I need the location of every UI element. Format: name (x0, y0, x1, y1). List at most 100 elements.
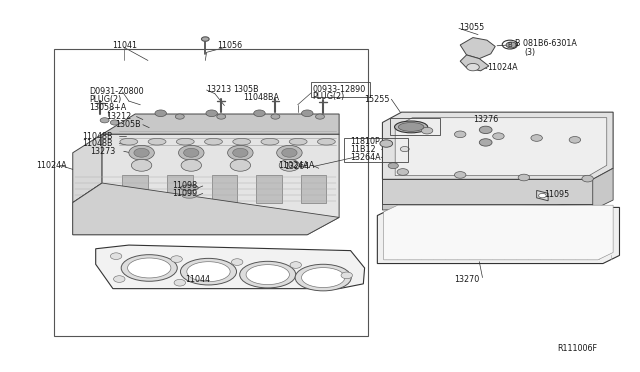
Text: 15255: 15255 (365, 95, 390, 104)
Text: 13264A: 13264A (351, 153, 381, 162)
Circle shape (279, 160, 300, 171)
Polygon shape (383, 112, 613, 179)
Circle shape (316, 114, 324, 119)
Text: D0931-Z0800: D0931-Z0800 (90, 87, 144, 96)
Text: B: B (508, 42, 512, 48)
Text: 13055: 13055 (459, 23, 484, 32)
Circle shape (518, 174, 530, 181)
Circle shape (421, 127, 433, 134)
Polygon shape (167, 175, 193, 203)
Polygon shape (301, 175, 326, 203)
Ellipse shape (148, 138, 166, 145)
Circle shape (467, 63, 479, 71)
Circle shape (232, 259, 243, 265)
Text: 11056: 11056 (217, 41, 242, 50)
Ellipse shape (187, 262, 230, 282)
Ellipse shape (182, 194, 196, 198)
Circle shape (233, 148, 248, 157)
Circle shape (181, 160, 202, 171)
Circle shape (206, 110, 218, 116)
Circle shape (228, 145, 253, 160)
Text: 13273: 13273 (91, 147, 116, 156)
Circle shape (217, 114, 226, 119)
Polygon shape (378, 208, 620, 263)
Polygon shape (96, 245, 365, 289)
Circle shape (253, 110, 265, 116)
Ellipse shape (120, 138, 138, 145)
Circle shape (131, 160, 152, 171)
Circle shape (171, 256, 182, 262)
Bar (390, 118, 440, 135)
Polygon shape (122, 175, 148, 203)
Text: 13264: 13264 (284, 162, 309, 171)
Polygon shape (384, 205, 613, 260)
Polygon shape (212, 175, 237, 203)
Ellipse shape (121, 255, 177, 281)
Text: 00933-12890: 00933-12890 (312, 85, 365, 94)
Circle shape (175, 114, 184, 119)
Polygon shape (537, 190, 548, 201)
Circle shape (479, 139, 492, 146)
Circle shape (400, 147, 409, 152)
Text: 11B12: 11B12 (351, 145, 376, 154)
Text: 11810P: 11810P (351, 137, 380, 146)
Polygon shape (395, 118, 607, 176)
Ellipse shape (180, 259, 237, 285)
Bar (344, 138, 408, 162)
Ellipse shape (301, 267, 345, 288)
Circle shape (301, 110, 313, 116)
Circle shape (582, 175, 593, 182)
Ellipse shape (177, 138, 194, 145)
Circle shape (454, 131, 466, 138)
Circle shape (539, 193, 546, 198)
Circle shape (397, 169, 408, 175)
Ellipse shape (180, 185, 198, 191)
Bar (311, 82, 370, 97)
Ellipse shape (246, 264, 289, 285)
Circle shape (113, 276, 125, 282)
Polygon shape (73, 183, 339, 235)
Circle shape (569, 137, 580, 143)
Circle shape (179, 145, 204, 160)
Circle shape (290, 262, 301, 268)
Circle shape (155, 110, 166, 116)
Text: 11024A: 11024A (36, 161, 67, 170)
Ellipse shape (394, 121, 428, 133)
Ellipse shape (205, 138, 223, 145)
Circle shape (100, 118, 109, 123)
Polygon shape (460, 38, 495, 59)
Ellipse shape (398, 122, 424, 131)
Circle shape (341, 272, 353, 279)
Circle shape (129, 145, 154, 160)
Text: 11098: 11098 (172, 182, 197, 190)
Ellipse shape (261, 138, 279, 145)
Text: 11024A: 11024A (487, 63, 518, 72)
Text: 13276: 13276 (473, 115, 498, 124)
Text: 1305B: 1305B (233, 85, 259, 94)
Text: 11044: 11044 (185, 275, 210, 283)
Text: (3): (3) (524, 48, 535, 57)
Polygon shape (460, 55, 489, 71)
Ellipse shape (295, 264, 351, 291)
Ellipse shape (233, 138, 251, 145)
Ellipse shape (289, 138, 307, 145)
Text: 11041: 11041 (112, 41, 137, 50)
Text: R111006F: R111006F (557, 344, 597, 353)
Text: 13212: 13212 (106, 112, 132, 121)
Circle shape (134, 148, 149, 157)
Text: 11048BA: 11048BA (244, 93, 280, 102)
Text: 11024AA: 11024AA (278, 161, 315, 170)
Circle shape (230, 160, 250, 171)
Circle shape (479, 126, 492, 134)
Text: 11048B: 11048B (83, 132, 113, 141)
Circle shape (174, 279, 186, 286)
Polygon shape (73, 134, 102, 203)
Text: 1305B: 1305B (115, 120, 140, 129)
Ellipse shape (240, 261, 296, 288)
Circle shape (506, 42, 516, 48)
Bar (54, 49, 368, 336)
Circle shape (184, 148, 199, 157)
Text: 13213: 13213 (207, 85, 232, 94)
Text: 13270: 13270 (454, 275, 479, 283)
Text: PLUG(2): PLUG(2) (312, 92, 344, 101)
